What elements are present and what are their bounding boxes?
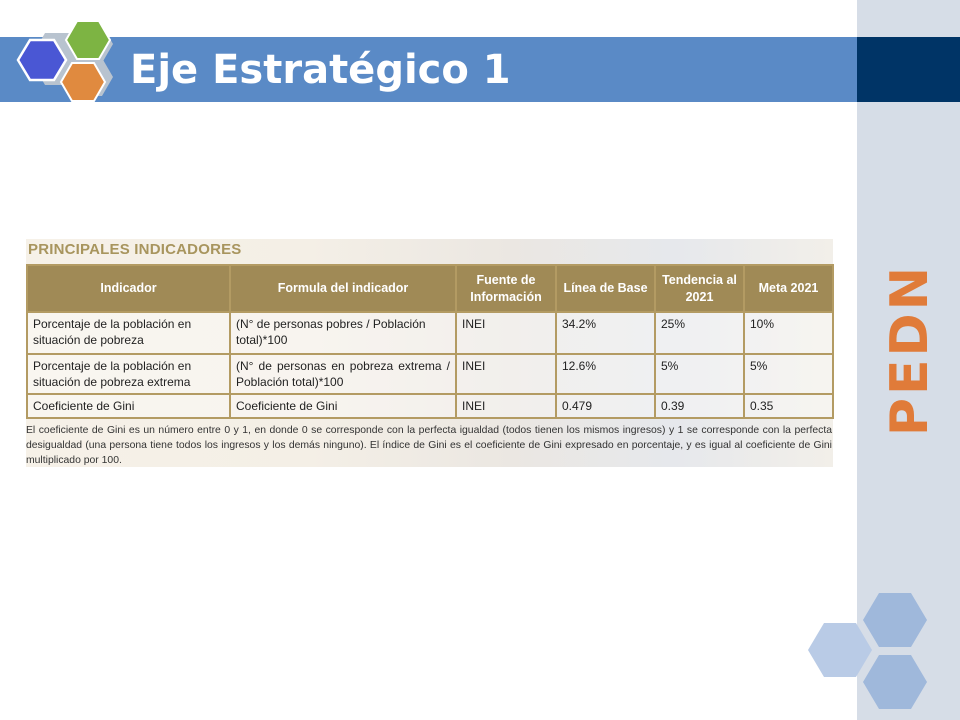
table-row: Porcentaje de la población en situación … [26, 353, 834, 395]
column-header: Formula del indicador [229, 264, 457, 313]
table-cell: Porcentaje de la población en situación … [26, 353, 231, 395]
side-label-pedn: PEDN [880, 263, 940, 437]
table-cell: 34.2% [555, 311, 656, 355]
indicators-table: Indicador Formula del indicador Fuente d… [26, 264, 834, 419]
table-cell: 0.479 [555, 393, 656, 419]
table-cell: (N° de personas pobres / Población total… [229, 311, 457, 355]
table-cell: 5% [654, 353, 745, 395]
table-cell: INEI [455, 393, 557, 419]
table-cell: 5% [743, 353, 834, 395]
hexagon-cluster-icon [16, 20, 113, 102]
table-row: Coeficiente de Gini Coeficiente de Gini … [26, 393, 834, 419]
table-cell: Coeficiente de Gini [26, 393, 231, 419]
panel-heading: PRINCIPALES INDICADORES [28, 241, 242, 258]
column-header: Indicador [26, 264, 231, 313]
table-cell: 10% [743, 311, 834, 355]
gini-note: El coeficiente de Gini es un número entr… [26, 425, 832, 466]
column-header: Meta 2021 [743, 264, 834, 313]
column-header: Fuente de Información [455, 264, 557, 313]
slide-title: Eje Estratégico 1 [130, 47, 511, 93]
table-cell: 25% [654, 311, 745, 355]
table-cell: Porcentaje de la población en situación … [26, 311, 231, 355]
right-dark-band [857, 37, 960, 102]
table-cell: 0.35 [743, 393, 834, 419]
column-header: Línea de Base [555, 264, 656, 313]
table-row: Porcentaje de la población en situación … [26, 311, 834, 355]
table-cell: INEI [455, 311, 557, 355]
table-cell: 0.39 [654, 393, 745, 419]
title-band [0, 37, 857, 102]
table-cell: (N° de personas en pobreza extrema / Pob… [229, 353, 457, 395]
table-cell: 12.6% [555, 353, 656, 395]
table-header-row: Indicador Formula del indicador Fuente d… [26, 264, 834, 313]
table-cell: INEI [455, 353, 557, 395]
table-cell: Coeficiente de Gini [229, 393, 457, 419]
indicators-panel: PRINCIPALES INDICADORES Indicador Formul… [26, 239, 834, 467]
hexagon-cluster-decoration [808, 593, 927, 709]
column-header: Tendencia al 2021 [654, 264, 745, 313]
